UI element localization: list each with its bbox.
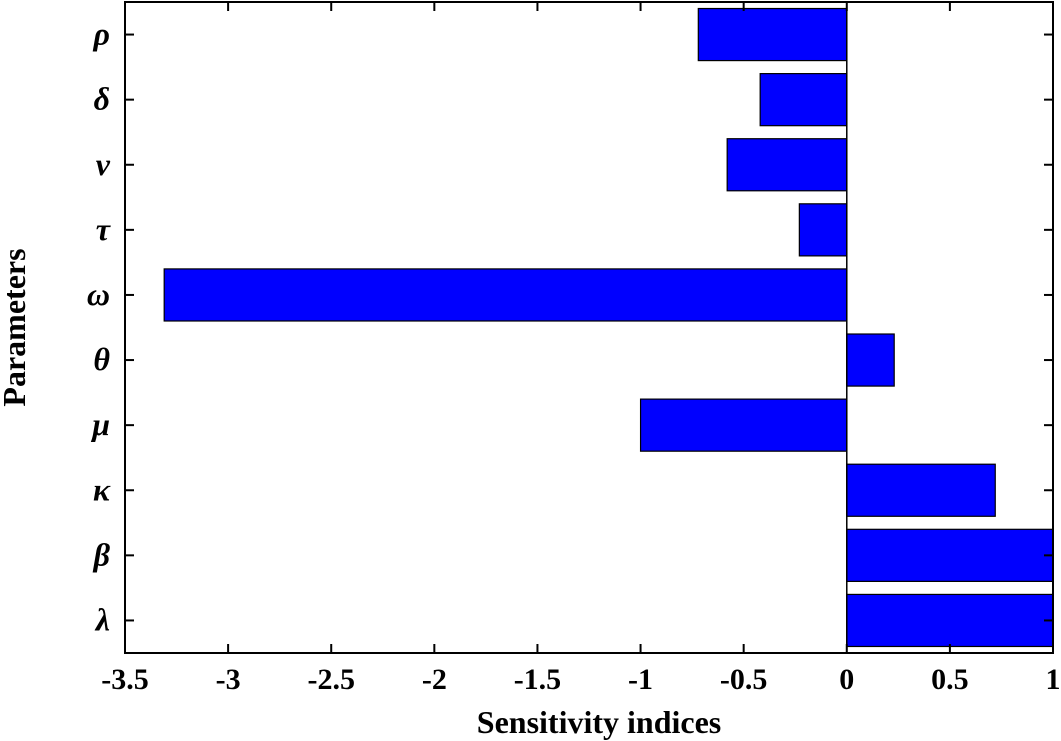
bar-1: [697, 7, 848, 62]
bar-9: [846, 528, 1054, 582]
bar-6: [846, 333, 895, 387]
x-tick-label: 0.5: [931, 663, 969, 696]
y-tick-label: ρ: [93, 16, 110, 52]
y-tick-label: τ: [96, 211, 112, 247]
bar-10: [846, 593, 1054, 648]
x-tick-label: -0.5: [720, 663, 768, 696]
x-ticks-group: -3.5 -3 -2.5 -2 -1.5 -1 -0.5 0 0.5 1: [101, 2, 1061, 696]
x-tick-label: 0: [839, 663, 854, 696]
bar-4: [798, 203, 848, 257]
y-tick-label: δ: [94, 81, 110, 117]
x-tick-label: -1.5: [514, 663, 562, 696]
bar-7: [639, 398, 848, 452]
y-tick-label: ν: [96, 146, 111, 182]
y-tick-label: λ: [94, 601, 110, 637]
x-tick-label: -3: [216, 663, 241, 696]
y-tick-label: μ: [90, 406, 110, 442]
plot-frame: [124, 1, 1054, 654]
bar-8: [846, 463, 996, 517]
x-tick-label: -1: [628, 663, 653, 696]
bar-3: [726, 138, 848, 192]
x-axis-label: Sensitivity indices: [477, 704, 721, 740]
y-tick-label: β: [93, 536, 111, 572]
y-tick-label: κ: [93, 471, 111, 507]
x-tick-label: -2.5: [307, 663, 355, 696]
bar-2: [759, 73, 848, 127]
bar-5: [163, 268, 848, 322]
bars-group: [163, 7, 1054, 648]
y-axis-label: Parameters: [0, 248, 32, 406]
y-tick-label: ω: [87, 276, 110, 312]
x-tick-label: -2: [422, 663, 447, 696]
y-tick-label: θ: [93, 341, 110, 377]
x-tick-label: 1: [1046, 663, 1061, 696]
x-tick-label: -3.5: [101, 663, 149, 696]
